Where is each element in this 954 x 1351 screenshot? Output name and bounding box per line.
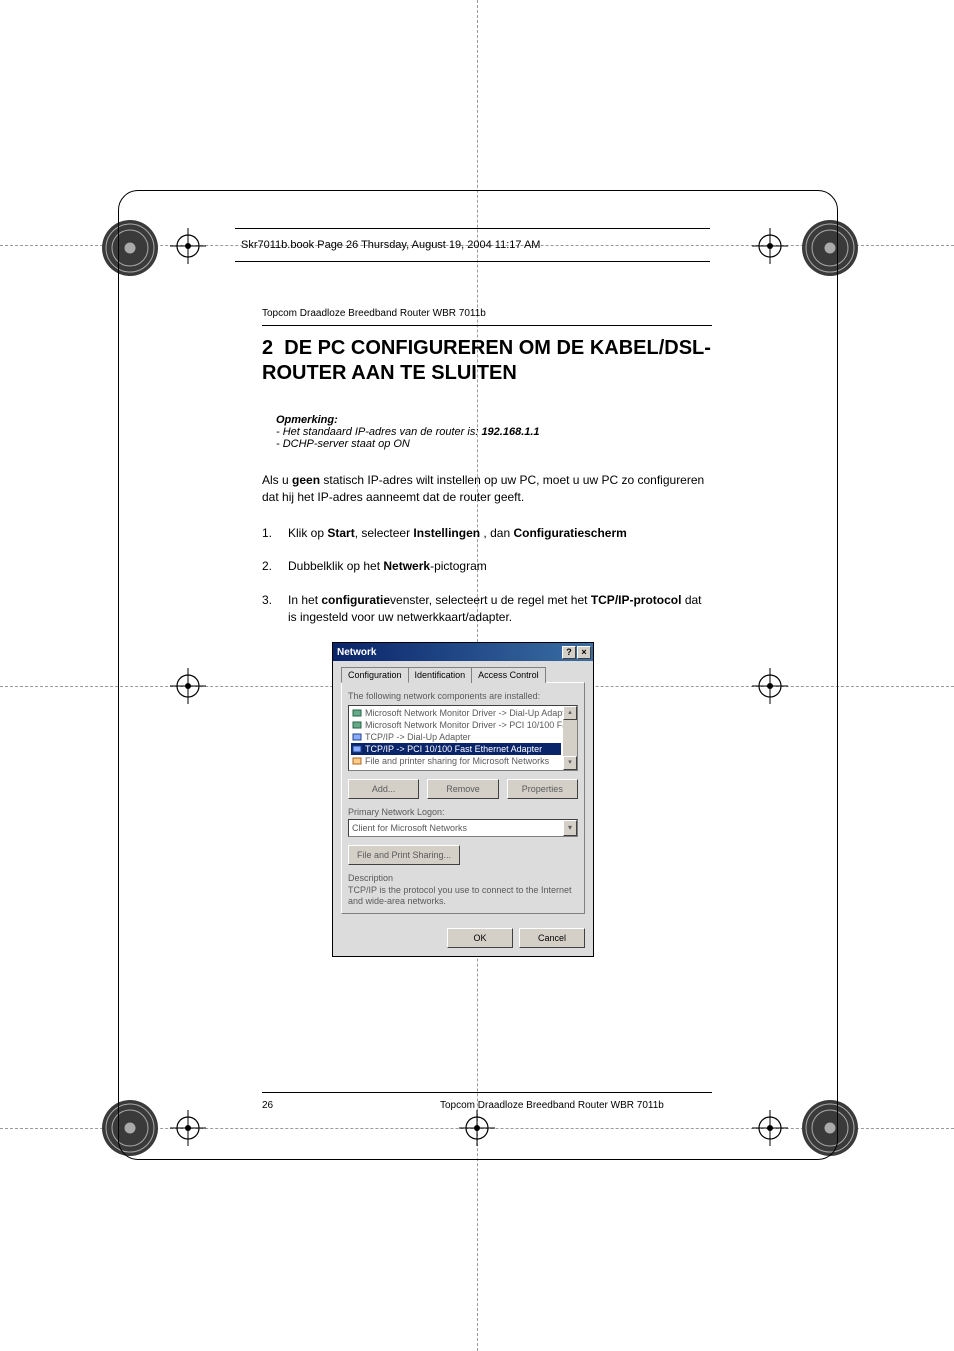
step-1: 1. Klik op Start, selecteer Instellingen… [262, 525, 712, 542]
footer-rule [262, 1092, 712, 1093]
file-print-sharing-button[interactable]: File and Print Sharing... [348, 845, 460, 865]
note-line-1: - Het standaard IP-adres van de router i… [276, 426, 712, 438]
protocol-icon [352, 732, 362, 742]
cancel-button[interactable]: Cancel [519, 928, 585, 948]
adapter-icon [352, 720, 362, 730]
header-rule [262, 325, 712, 326]
default-ip: 192.168.1.1 [481, 426, 539, 438]
section-number: 2 [262, 337, 273, 359]
list-item-selected[interactable]: TCP/IP -> PCI 10/100 Fast Ethernet Adapt… [351, 743, 561, 755]
note-label: Opmerking: [276, 414, 712, 426]
network-dialog-screenshot: Network ? × Configuration Identification… [332, 642, 712, 957]
tab-identification[interactable]: Identification [408, 667, 473, 683]
service-icon [352, 756, 362, 766]
description-text: TCP/IP is the protocol you use to connec… [348, 885, 578, 907]
list-item[interactable]: Microsoft Network Monitor Driver -> PCI … [351, 719, 561, 731]
help-button[interactable]: ? [562, 646, 576, 659]
list-item[interactable]: File and printer sharing for Microsoft N… [351, 755, 561, 767]
primary-logon-dropdown[interactable]: Client for Microsoft Networks ▾ [348, 819, 578, 837]
page-content: Topcom Draadloze Breedband Router WBR 70… [262, 308, 712, 957]
protocol-icon [352, 744, 362, 754]
tab-panel: The following network components are ins… [341, 682, 585, 914]
ok-button[interactable]: OK [447, 928, 513, 948]
listbox-scrollbar[interactable]: ▴ ▾ [563, 706, 577, 770]
page-number: 26 [262, 1100, 273, 1111]
section-heading: 2 DE PC CONFIGUREREN OM DE KABEL/DSL-ROU… [262, 336, 712, 386]
footer-title: Topcom Draadloze Breedband Router WBR 70… [440, 1100, 664, 1111]
step-2: 2. Dubbelklik op het Netwerk-pictogram [262, 558, 712, 575]
description-label: Description [348, 873, 578, 883]
dialog-title: Network [337, 647, 376, 658]
list-item[interactable]: Microsoft Network Monitor Driver -> Dial… [351, 707, 561, 719]
scroll-down-icon[interactable]: ▾ [563, 756, 577, 770]
components-listbox[interactable]: Microsoft Network Monitor Driver -> Dial… [348, 705, 578, 771]
remove-button[interactable]: Remove [427, 779, 498, 799]
titlebar-buttons: ? × [562, 646, 591, 659]
scroll-up-icon[interactable]: ▴ [563, 706, 577, 720]
components-label: The following network components are ins… [348, 691, 578, 701]
logon-label: Primary Network Logon: [348, 807, 578, 817]
step-3: 3. In het configuratievenster, selecteer… [262, 592, 712, 627]
adapter-icon [352, 708, 362, 718]
component-button-row: Add... Remove Properties [348, 779, 578, 799]
dialog-footer: OK Cancel [333, 922, 593, 956]
add-button[interactable]: Add... [348, 779, 419, 799]
note-block: Opmerking: - Het standaard IP-adres van … [276, 414, 712, 450]
tab-row: Configuration Identification Access Cont… [341, 667, 585, 683]
section-title: DE PC CONFIGUREREN OM DE KABEL/DSL-ROUTE… [262, 337, 711, 384]
close-button[interactable]: × [577, 646, 591, 659]
list-item[interactable]: TCP/IP -> Dial-Up Adapter [351, 731, 561, 743]
intro-paragraph: Als u geen statisch IP-adres wilt instel… [262, 472, 712, 507]
dialog-titlebar: Network ? × [333, 643, 593, 661]
dropdown-value: Client for Microsoft Networks [352, 823, 467, 833]
chevron-down-icon[interactable]: ▾ [563, 820, 577, 836]
description-group: Description TCP/IP is the protocol you u… [348, 873, 578, 907]
note-line-2: - DCHP-server staat op ON [276, 438, 712, 450]
properties-button[interactable]: Properties [507, 779, 578, 799]
tab-access-control[interactable]: Access Control [471, 667, 546, 683]
running-header: Topcom Draadloze Breedband Router WBR 70… [262, 308, 712, 319]
dialog-body: Configuration Identification Access Cont… [333, 661, 593, 922]
network-dialog: Network ? × Configuration Identification… [332, 642, 594, 957]
tab-configuration[interactable]: Configuration [341, 667, 409, 683]
